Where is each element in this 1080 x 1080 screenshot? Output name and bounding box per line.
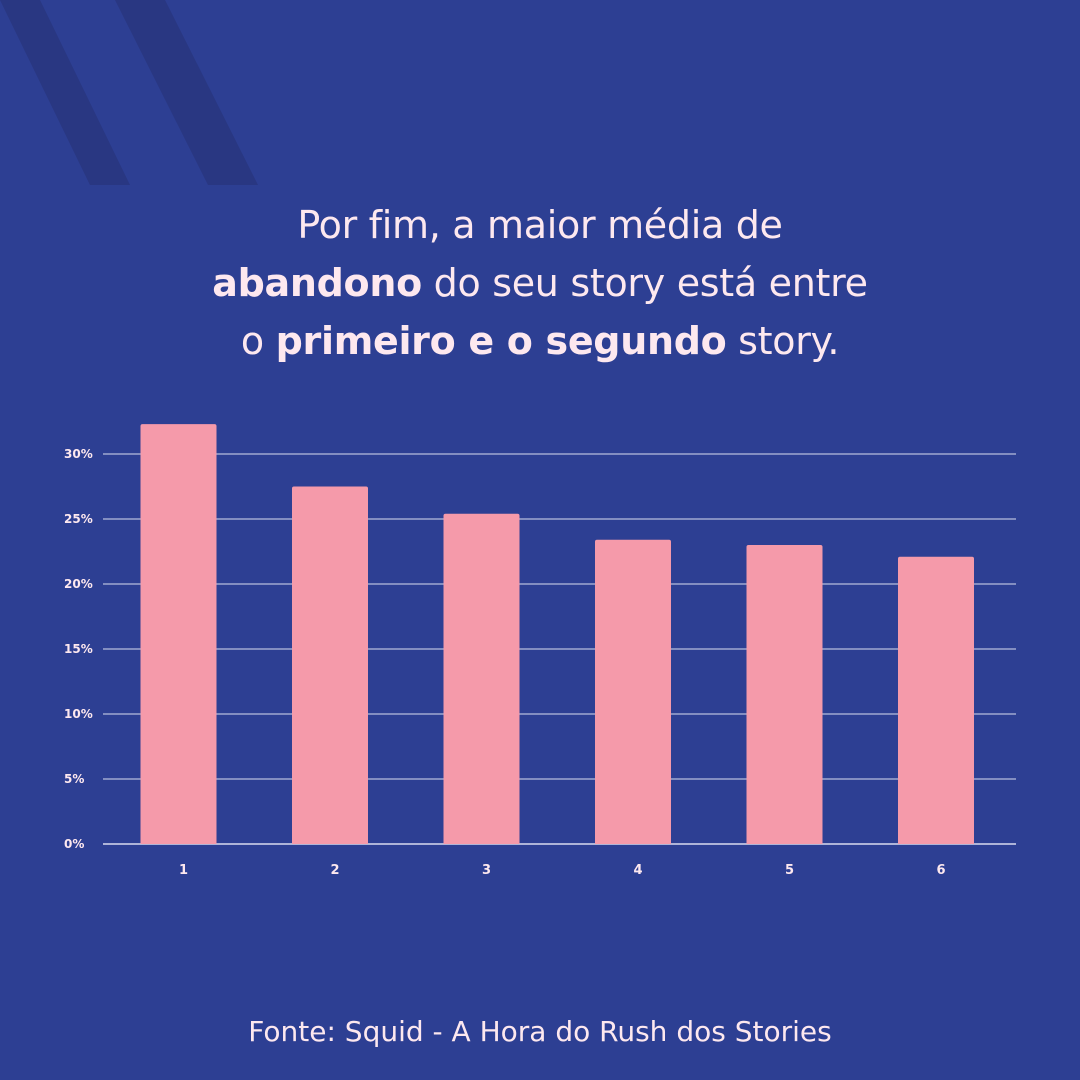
- headline-line-3: o primeiro e o segundo story.: [90, 312, 990, 370]
- headline-line-3-end: story.: [726, 319, 840, 363]
- y-axis-ticks: 0% 5% 10% 15% 20% 25% 30%: [64, 447, 93, 851]
- bars: [140, 424, 974, 844]
- x-tick-label: 6: [936, 863, 945, 878]
- gridlines: [103, 453, 1016, 845]
- y-tick-label: 30%: [64, 447, 93, 461]
- x-tick-label: 3: [482, 863, 491, 878]
- y-tick-label: 15%: [64, 642, 93, 656]
- x-tick-label: 5: [785, 863, 794, 878]
- headline-line-2-text: do seu story está entre: [421, 261, 868, 305]
- headline-emphasis-abandono: abandono: [212, 261, 422, 305]
- stripe-right: [115, 0, 258, 185]
- headline-line-2: abandono do seu story está entre: [90, 254, 990, 312]
- source-caption: Fonte: Squid - A Hora do Rush dos Storie…: [248, 1015, 832, 1048]
- x-tick-label: 2: [330, 863, 339, 878]
- headline: Por fim, a maior média de abandono do se…: [90, 196, 990, 370]
- bar-6: [898, 556, 974, 844]
- y-tick-label: 0%: [64, 837, 84, 851]
- stripe-left: [0, 0, 130, 185]
- x-tick-label: 1: [179, 863, 188, 878]
- headline-line-3-start: o: [240, 319, 276, 363]
- headline-line-1: Por fim, a maior média de: [90, 196, 990, 254]
- y-tick-label: 20%: [64, 577, 93, 591]
- y-tick-label: 25%: [64, 512, 93, 526]
- headline-emphasis-primeiro-segundo: primeiro e o segundo: [275, 319, 727, 363]
- x-tick-label: 4: [633, 863, 642, 878]
- bar-2: [292, 486, 368, 844]
- bar-4: [595, 539, 671, 844]
- decorative-stripes: [0, 0, 258, 185]
- bar-1: [140, 424, 217, 844]
- y-tick-label: 5%: [64, 772, 84, 786]
- x-axis-ticks: 1 2 3 4 5 6: [179, 863, 946, 878]
- y-tick-label: 10%: [64, 707, 93, 721]
- bar-3: [443, 513, 520, 844]
- bar-chart: 0% 5% 10% 15% 20% 25% 30% 1 2 3 4 5 6: [64, 424, 1016, 878]
- headline-line-1-text: Por fim, a maior média de: [297, 203, 783, 247]
- bar-5: [746, 545, 823, 844]
